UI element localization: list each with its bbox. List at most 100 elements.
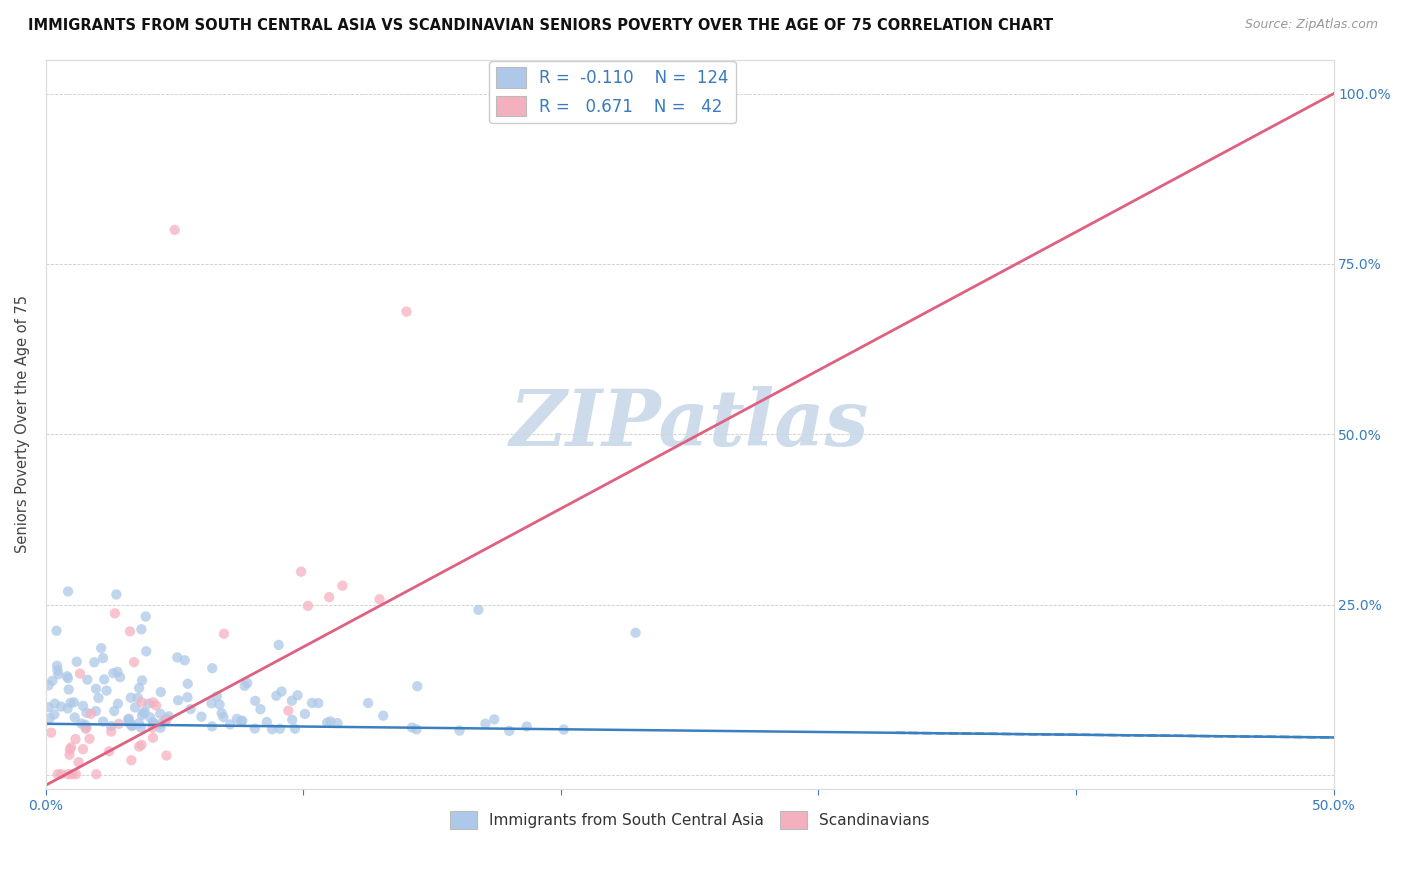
Point <box>45 624 67 638</box>
Point <box>135 644 157 658</box>
Point <box>76 673 98 687</box>
Point <box>201 719 224 733</box>
Point <box>58 682 80 697</box>
Point <box>121 718 143 732</box>
Point <box>142 695 165 709</box>
Legend: Immigrants from South Central Asia, Scandinavians: Immigrants from South Central Asia, Scan… <box>443 805 936 836</box>
Point <box>243 722 266 736</box>
Point <box>167 693 190 707</box>
Point <box>56 701 79 715</box>
Point <box>249 702 271 716</box>
Point <box>65 767 87 781</box>
Point <box>297 599 319 613</box>
Point <box>301 696 323 710</box>
Point <box>72 698 94 713</box>
Point <box>63 710 86 724</box>
Point <box>142 731 165 745</box>
Point <box>474 716 496 731</box>
Point <box>75 718 97 732</box>
Point <box>127 690 149 705</box>
Point <box>231 714 253 728</box>
Point <box>120 716 142 731</box>
Point <box>80 706 103 721</box>
Point <box>281 694 304 708</box>
Point <box>135 609 157 624</box>
Point <box>166 650 188 665</box>
Point <box>225 712 247 726</box>
Point <box>449 723 471 738</box>
Point <box>142 715 165 730</box>
Point <box>163 223 186 237</box>
Point <box>553 723 575 737</box>
Point <box>120 753 142 767</box>
Point <box>51 767 73 781</box>
Point <box>516 719 538 733</box>
Point <box>267 638 290 652</box>
Point <box>132 706 155 720</box>
Point <box>256 714 278 729</box>
Point <box>307 696 329 710</box>
Point <box>190 709 212 723</box>
Point <box>405 723 427 737</box>
Point <box>66 655 89 669</box>
Point <box>357 696 380 710</box>
Point <box>316 715 339 730</box>
Point <box>395 304 418 318</box>
Point <box>270 684 292 698</box>
Point <box>208 698 231 712</box>
Point <box>142 716 165 731</box>
Point <box>117 712 139 726</box>
Point <box>118 712 141 726</box>
Point <box>46 658 69 673</box>
Point <box>373 708 395 723</box>
Point <box>155 714 177 728</box>
Point <box>155 712 177 726</box>
Point <box>157 709 180 723</box>
Point <box>624 625 647 640</box>
Point <box>91 651 114 665</box>
Point <box>406 679 429 693</box>
Point <box>104 607 127 621</box>
Point <box>128 716 150 731</box>
Point <box>219 717 242 731</box>
Point <box>58 747 80 762</box>
Point <box>69 666 91 681</box>
Point <box>245 694 267 708</box>
Point <box>128 739 150 754</box>
Point <box>84 767 107 781</box>
Point <box>131 673 153 688</box>
Point <box>266 689 288 703</box>
Point <box>122 655 145 669</box>
Point <box>46 767 69 781</box>
Text: ZIPatlas: ZIPatlas <box>510 386 869 462</box>
Point <box>177 677 200 691</box>
Point <box>149 717 172 731</box>
Point <box>118 715 141 730</box>
Point <box>205 690 228 704</box>
Point <box>105 587 128 601</box>
Point <box>93 673 115 687</box>
Point <box>100 719 122 733</box>
Point <box>103 704 125 718</box>
Point <box>200 696 222 710</box>
Point <box>46 663 69 677</box>
Point <box>284 722 307 736</box>
Point <box>38 700 60 714</box>
Point <box>484 712 506 726</box>
Point <box>63 695 86 709</box>
Point <box>75 720 97 734</box>
Point <box>56 669 79 683</box>
Point <box>467 603 489 617</box>
Point <box>67 755 90 769</box>
Point <box>107 665 129 679</box>
Point <box>149 685 172 699</box>
Point <box>91 714 114 729</box>
Point <box>56 671 79 685</box>
Point <box>236 676 259 690</box>
Point <box>44 697 66 711</box>
Point <box>118 624 141 639</box>
Point <box>128 681 150 695</box>
Point <box>75 722 97 736</box>
Point <box>281 713 304 727</box>
Point <box>368 592 391 607</box>
